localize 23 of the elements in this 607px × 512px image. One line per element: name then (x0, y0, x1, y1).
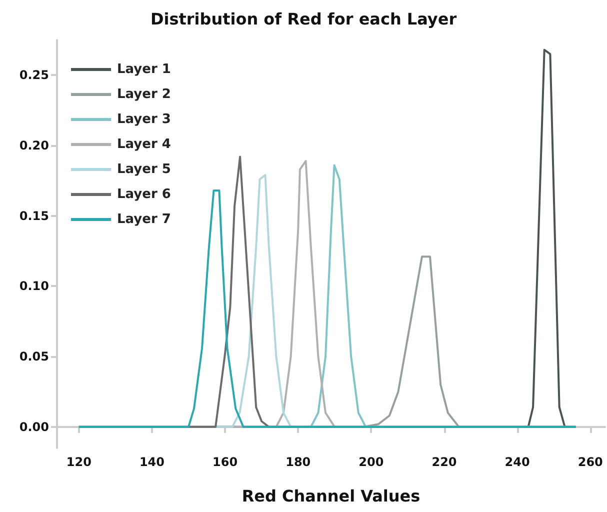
x-tick-label: 160 (212, 455, 238, 469)
x-tick-label: 240 (504, 455, 530, 469)
x-tick-label: 140 (139, 455, 165, 469)
y-tick-label: 0.25 (19, 68, 49, 82)
x-tick-label: 260 (578, 455, 603, 469)
legend-label: Layer 5 (117, 162, 171, 177)
x-tick-label: 120 (66, 455, 92, 469)
legend-label: Layer 4 (117, 137, 171, 152)
x-tick-label: 200 (358, 455, 384, 469)
y-tick-label: 0.15 (19, 208, 49, 223)
y-tick-label: 0.20 (19, 138, 49, 153)
x-axis-title: Red Channel Values (242, 486, 420, 506)
x-tick-label: 180 (286, 455, 311, 469)
y-tick-label: 0.05 (19, 350, 49, 364)
legend-label: Layer 6 (117, 187, 171, 202)
x-tick-label: 220 (432, 455, 457, 469)
y-tick-label: 0.10 (19, 279, 49, 294)
legend-label: Layer 2 (117, 87, 171, 102)
y-tick-label: 0.00 (19, 420, 49, 434)
legend-label: Layer 1 (117, 62, 171, 77)
chart-title: Distribution of Red for each Layer (150, 10, 457, 28)
legend-label: Layer 3 (117, 112, 171, 127)
legend-label: Layer 7 (117, 212, 171, 227)
